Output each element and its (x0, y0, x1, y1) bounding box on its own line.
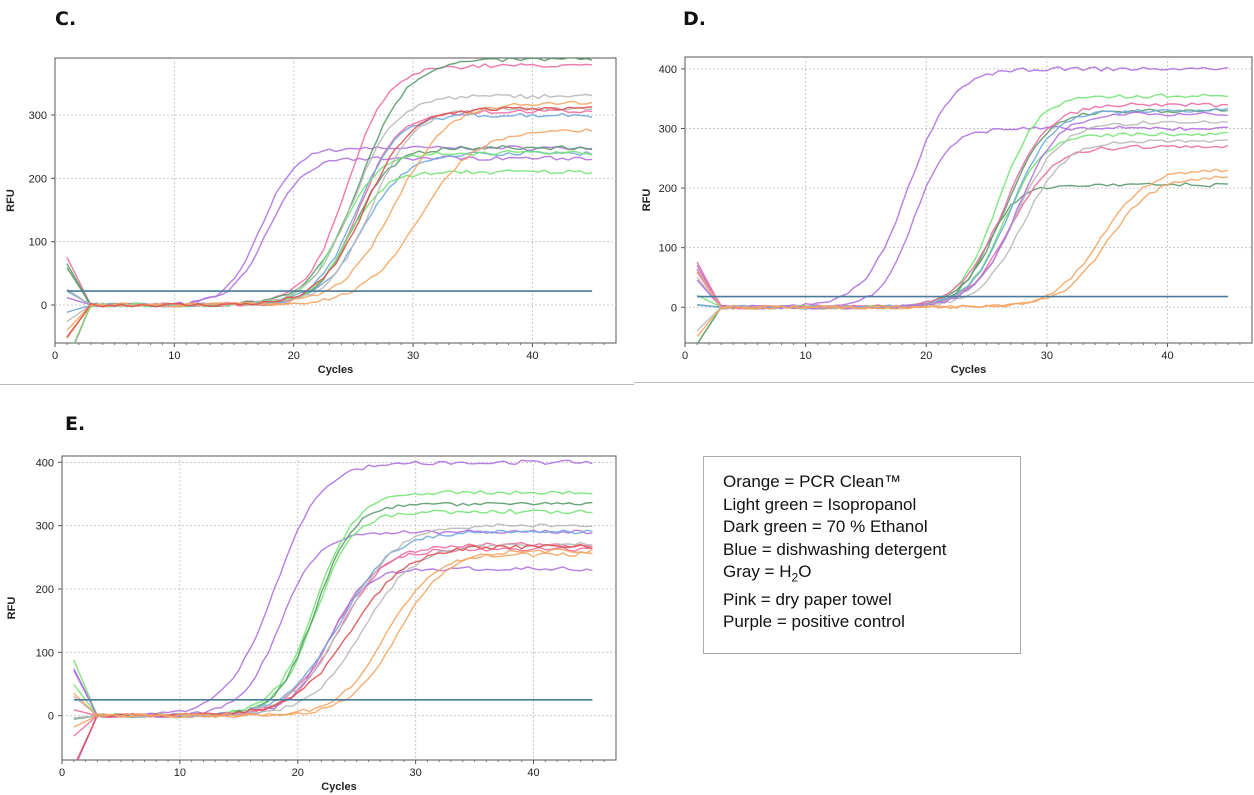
x-tick-label: 30 (409, 767, 421, 779)
y-tick-label: 300 (29, 110, 47, 122)
plot-frame (684, 56, 1253, 344)
amplification-curve (696, 175, 1228, 337)
plot-frame (54, 57, 617, 344)
legend-item: Pink = dry paper towel (723, 589, 892, 609)
x-tick-label: 30 (1041, 350, 1053, 362)
amplification-curve (66, 128, 593, 339)
y-tick-label: 300 (36, 521, 54, 533)
x-tick-label: 40 (526, 350, 538, 362)
amplification-curve (66, 106, 593, 338)
y-axis-label: RFU (6, 597, 18, 620)
x-tick-label: 10 (174, 767, 186, 779)
y-axis-label: RFU (5, 189, 17, 212)
x-axis-label: Cycles (321, 781, 356, 793)
x-tick-label: 10 (800, 350, 812, 362)
panel-label-d: D. (683, 8, 706, 30)
y-tick-label: 0 (671, 302, 677, 314)
x-tick-label: 40 (1161, 350, 1173, 362)
x-tick-label: 40 (527, 767, 539, 779)
x-tick-label: 0 (59, 767, 65, 779)
x-tick-label: 20 (920, 350, 932, 362)
x-tick-label: 0 (682, 350, 688, 362)
x-axis-label: Cycles (951, 364, 986, 376)
y-tick-label: 200 (29, 173, 47, 185)
separator-line (0, 384, 634, 385)
y-tick-label: 200 (36, 584, 54, 596)
plot-frame (61, 455, 617, 761)
y-tick-label: 400 (36, 457, 54, 469)
legend-item: Orange = PCR Clean™ (723, 472, 902, 491)
y-axis-label: RFU (641, 189, 653, 212)
legend-item: Dark green = 70 % Ethanol (723, 517, 928, 536)
y-tick-label: 0 (41, 300, 47, 312)
amplification-curve (76, 543, 593, 760)
x-tick-label: 0 (52, 350, 58, 362)
amplification-curve (696, 111, 1228, 310)
x-axis-label: Cycles (318, 364, 353, 376)
legend-item: Purple = positive control (723, 612, 905, 632)
y-tick-label: 0 (48, 711, 54, 723)
amplification-curve (73, 541, 593, 719)
color-legend: Orange = PCR Clean™ Light green = Isopro… (703, 456, 1021, 654)
y-tick-label: 200 (659, 183, 677, 195)
x-tick-label: 30 (407, 350, 419, 362)
y-tick-label: 400 (659, 64, 677, 76)
panel-label-c: C. (55, 8, 77, 30)
y-tick-label: 300 (659, 124, 677, 136)
legend-item: Gray = H2O (723, 562, 812, 585)
amplification-curve (73, 565, 593, 719)
panel-label-e: E. (65, 413, 86, 435)
amplification-curve (77, 459, 593, 760)
legend-item: Blue = dishwashing detergent (723, 539, 947, 559)
x-tick-label: 20 (288, 350, 300, 362)
amplification-curve (73, 548, 593, 719)
y-tick-label: 100 (659, 243, 677, 255)
separator-line (634, 382, 1254, 383)
x-tick-label: 10 (168, 350, 180, 362)
x-tick-label: 20 (292, 767, 304, 779)
chart-panel-c: 0 10 20 30 40 0 100 200 300 Cycles RFU (5, 57, 617, 376)
y-tick-label: 100 (36, 647, 54, 659)
legend-item: Light green = Isopropanol (723, 494, 917, 514)
y-tick-label: 100 (29, 237, 47, 249)
